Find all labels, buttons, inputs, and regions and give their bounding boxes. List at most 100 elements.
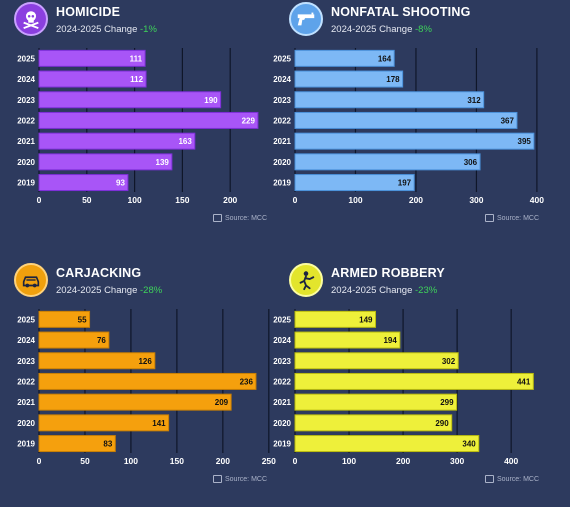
bar-value-label: 236 <box>240 377 254 386</box>
y-category-label: 2024 <box>273 336 291 345</box>
panel-title: NONFATAL SHOOTING <box>331 5 471 19</box>
bar-value-label: 111 <box>130 54 143 63</box>
y-category-label: 2024 <box>17 336 35 345</box>
y-category-label: 2024 <box>273 75 291 84</box>
y-category-label: 2023 <box>273 96 291 105</box>
panel-change: 2024-2025 Change -8% <box>331 24 432 35</box>
bar-value-label: 190 <box>204 96 218 105</box>
bar <box>38 132 196 150</box>
bar <box>294 70 404 88</box>
x-tick-label: 50 <box>82 195 92 205</box>
source-icon <box>485 214 494 222</box>
source-note: Source: MCC <box>485 475 539 483</box>
bar <box>38 352 156 370</box>
bar <box>38 49 146 67</box>
panel-title: CARJACKING <box>56 266 142 280</box>
source-label: Source: MCC <box>225 475 268 483</box>
bar-value-label: 302 <box>442 357 456 366</box>
y-category-label: 2022 <box>273 377 291 386</box>
armed-robbery-panel: ARMED ROBBERY 2024-2025 Change -23% 0 100… <box>273 261 560 507</box>
x-tick-label: 0 <box>293 195 298 205</box>
bar <box>294 49 395 67</box>
x-tick-label: 400 <box>530 195 544 205</box>
car-icon <box>14 263 48 297</box>
y-category-label: 2020 <box>17 158 35 167</box>
y-category-label: 2024 <box>17 75 35 84</box>
bar <box>38 310 91 328</box>
bar-value-label: 312 <box>467 96 481 105</box>
nonfatal-shooting-panel: NONFATAL SHOOTING 2024-2025 Change -8% 0… <box>273 0 560 246</box>
bar-value-label: 163 <box>178 137 192 146</box>
bar <box>294 435 480 453</box>
bar <box>294 153 481 171</box>
bar <box>294 414 453 432</box>
x-tick-label: 250 <box>262 456 276 466</box>
change-value: -23% <box>415 285 438 296</box>
y-category-label: 2019 <box>273 440 291 449</box>
bar <box>38 331 110 349</box>
bar-value-label: 149 <box>359 315 373 324</box>
homicide-bar-chart: 0 50 100 150 200 111 2025 112 2024 190 2023 229 2022… <box>17 48 259 205</box>
x-tick-label: 100 <box>348 195 362 205</box>
x-tick-label: 100 <box>128 195 142 205</box>
bar-value-label: 367 <box>501 116 515 125</box>
source-note: Source: MCC <box>213 214 267 222</box>
bar-value-label: 395 <box>518 137 532 146</box>
armed-robbery-bar-chart: 0 100 200 300 400 149 2025 194 2024 302 2023 441 202… <box>273 309 534 466</box>
x-tick-label: 100 <box>124 456 138 466</box>
panel-title: HOMICIDE <box>56 5 121 19</box>
x-tick-label: 0 <box>37 456 42 466</box>
bar-value-label: 126 <box>138 357 152 366</box>
x-tick-label: 0 <box>293 456 298 466</box>
handgun-icon <box>289 2 323 36</box>
y-category-label: 2020 <box>273 158 291 167</box>
y-category-label: 2023 <box>17 96 35 105</box>
panel-title: ARMED ROBBERY <box>331 266 445 280</box>
bar <box>38 91 222 109</box>
change-value: -1% <box>140 24 157 35</box>
bar-value-label: 340 <box>462 440 476 449</box>
change-prefix: 2024-2025 Change <box>331 24 413 35</box>
y-category-label: 2021 <box>273 398 291 407</box>
y-category-label: 2020 <box>17 419 35 428</box>
bar-value-label: 306 <box>464 158 478 167</box>
bar-value-label: 197 <box>398 179 412 188</box>
source-icon <box>213 214 222 222</box>
y-category-label: 2025 <box>17 54 35 63</box>
bar <box>294 91 485 109</box>
bar-value-label: 194 <box>383 336 397 345</box>
bar-value-label: 441 <box>517 377 531 386</box>
source-icon <box>213 475 222 483</box>
source-note: Source: MCC <box>213 475 267 483</box>
bar <box>294 393 458 411</box>
x-tick-label: 150 <box>170 456 184 466</box>
panel-change: 2024-2025 Change -28% <box>56 285 162 296</box>
change-prefix: 2024-2025 Change <box>56 285 138 296</box>
homicide-panel: HOMICIDE 2024-2025 Change -1% 0 50 100 150 2… <box>0 0 285 246</box>
bar-value-label: 76 <box>97 336 106 345</box>
bar <box>294 372 534 390</box>
bar <box>38 153 173 171</box>
y-category-label: 2025 <box>273 315 291 324</box>
x-tick-label: 200 <box>409 195 423 205</box>
bar <box>38 435 116 453</box>
bar <box>38 372 257 390</box>
y-category-label: 2021 <box>273 137 291 146</box>
x-tick-label: 400 <box>504 456 518 466</box>
bar <box>38 414 170 432</box>
source-icon <box>485 475 494 483</box>
y-category-label: 2022 <box>17 377 35 386</box>
bar-value-label: 141 <box>152 419 166 428</box>
y-category-label: 2025 <box>273 54 291 63</box>
y-category-label: 2021 <box>17 137 35 146</box>
x-tick-label: 200 <box>216 456 230 466</box>
y-category-label: 2020 <box>273 419 291 428</box>
bar <box>38 70 147 88</box>
carjacking-bar-chart: 0 50 100 150 200 250 55 2025 76 2024 126 2023 236 202… <box>17 309 276 466</box>
x-tick-label: 200 <box>223 195 237 205</box>
bar-value-label: 229 <box>242 116 256 125</box>
change-value: -28% <box>140 285 163 296</box>
bar-value-label: 83 <box>103 440 112 449</box>
bar-value-label: 139 <box>156 158 170 167</box>
bar-value-label: 178 <box>386 75 400 84</box>
